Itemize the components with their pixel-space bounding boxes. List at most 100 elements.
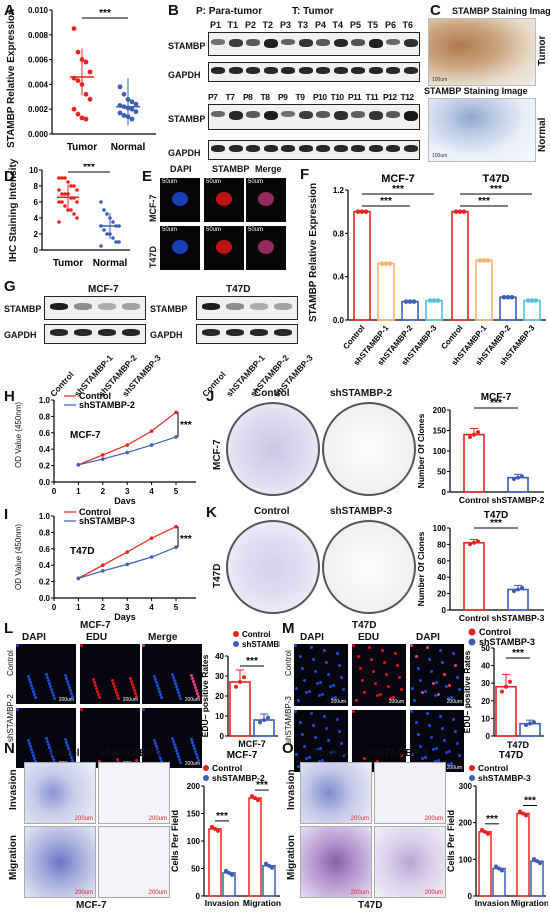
protein-band — [228, 111, 243, 121]
legend-swatch — [469, 765, 475, 771]
panel-letter: K — [206, 504, 217, 521]
data-point — [129, 99, 135, 105]
data-point — [264, 861, 268, 866]
cell-nucleus — [191, 741, 194, 744]
cell-nucleus — [69, 689, 72, 692]
y-tick-label: 40 — [215, 652, 224, 661]
data-point — [516, 475, 520, 480]
cell-nucleus — [46, 740, 49, 743]
cell-nucleus — [153, 739, 156, 742]
col-label: DAPI — [416, 632, 440, 643]
data-point — [129, 106, 135, 112]
y-tick-label: 0.8 — [39, 528, 51, 537]
cell-nucleus — [385, 673, 388, 676]
cell-nucleus — [454, 730, 457, 733]
data-point — [121, 113, 127, 118]
cell-nucleus — [452, 652, 455, 655]
protein-band — [351, 111, 365, 118]
data-point — [75, 78, 81, 84]
y-tick-label: 50 — [481, 644, 490, 653]
lane-label: T4 — [332, 20, 344, 30]
significance-label: *** — [490, 398, 502, 409]
cell-nucleus — [327, 739, 330, 742]
cell-nucleus — [97, 693, 100, 696]
protein-band — [250, 303, 268, 310]
lane-label: P2 — [245, 20, 257, 30]
row-label: shSTAMBP-3 — [284, 696, 293, 744]
data-point — [72, 212, 76, 216]
cell-nucleus — [216, 192, 232, 206]
bar — [516, 812, 530, 897]
cell-nucleus — [193, 683, 196, 686]
cell-nucleus — [172, 740, 175, 743]
y-tick-label: 30 — [481, 679, 490, 688]
data-point — [538, 861, 542, 866]
legend-entry: shSTAMBP-3 — [79, 516, 135, 526]
cell-nucleus — [92, 678, 95, 681]
bar — [478, 831, 492, 897]
cell-nucleus — [329, 751, 332, 754]
data-point — [133, 101, 139, 107]
cell-nucleus — [191, 677, 194, 680]
significance-label: *** — [180, 420, 192, 431]
cell-nucleus — [27, 675, 30, 678]
cell-nucleus — [95, 687, 98, 690]
protein-band — [298, 145, 313, 152]
data-point — [234, 684, 238, 689]
scale-bar-label: 200um — [58, 697, 74, 703]
row-label: T47D — [212, 563, 223, 588]
fluorescence-image: 200um — [294, 710, 348, 772]
cell-nucleus — [194, 750, 197, 753]
data-point — [66, 180, 70, 184]
data-point — [516, 587, 520, 592]
cell-nucleus — [52, 694, 55, 697]
data-point — [101, 453, 105, 457]
scale-bar-label: 50um — [162, 179, 178, 185]
cell-nucleus — [303, 745, 306, 748]
cell-nucleus — [411, 753, 414, 756]
data-point — [101, 563, 105, 567]
protein-band — [263, 39, 278, 48]
cell-nucleus — [158, 754, 161, 757]
colony-dish-control — [226, 402, 320, 496]
data-point — [121, 91, 127, 97]
cell-nucleus — [33, 757, 36, 760]
row-label: MCF-7 — [212, 439, 223, 470]
y-tick-label: 0.0 — [39, 478, 51, 487]
protein-band — [50, 329, 68, 336]
scale-bar-label: 50um — [206, 179, 222, 185]
y-tick-label: 0.000 — [28, 130, 49, 139]
data-point — [529, 298, 535, 303]
data-point — [477, 258, 483, 263]
cell-nucleus — [424, 690, 427, 693]
cell-nucleus — [64, 738, 67, 741]
cell-nucleus — [70, 756, 73, 759]
cell-nucleus — [398, 676, 401, 679]
data-point — [461, 209, 467, 214]
cell-nucleus — [318, 760, 321, 763]
scale-bar-label: 200um — [74, 890, 93, 896]
data-point — [480, 827, 484, 832]
cell-nucleus — [379, 693, 382, 696]
data-point — [387, 261, 393, 266]
col-label: shSTAMBP-3 — [366, 748, 429, 759]
cell-nucleus — [435, 747, 438, 750]
data-point — [508, 679, 512, 684]
cell-nucleus — [327, 673, 330, 676]
cell-nucleus — [33, 693, 36, 696]
bar — [208, 828, 222, 897]
bar — [507, 476, 529, 493]
cell-nucleus — [177, 691, 180, 694]
data-point — [497, 866, 501, 871]
cell-nucleus — [342, 754, 345, 757]
cell-nucleus — [195, 753, 198, 756]
data-point — [117, 240, 121, 244]
cell-nucleus — [53, 697, 56, 700]
cell-nucleus — [456, 742, 459, 745]
protein-band — [281, 39, 295, 46]
y-tick-label: 0 — [442, 606, 447, 615]
x-tick-label: 4 — [149, 603, 154, 612]
cell-nucleus — [294, 710, 297, 713]
data-point — [486, 831, 490, 836]
cell-nucleus — [334, 696, 337, 699]
